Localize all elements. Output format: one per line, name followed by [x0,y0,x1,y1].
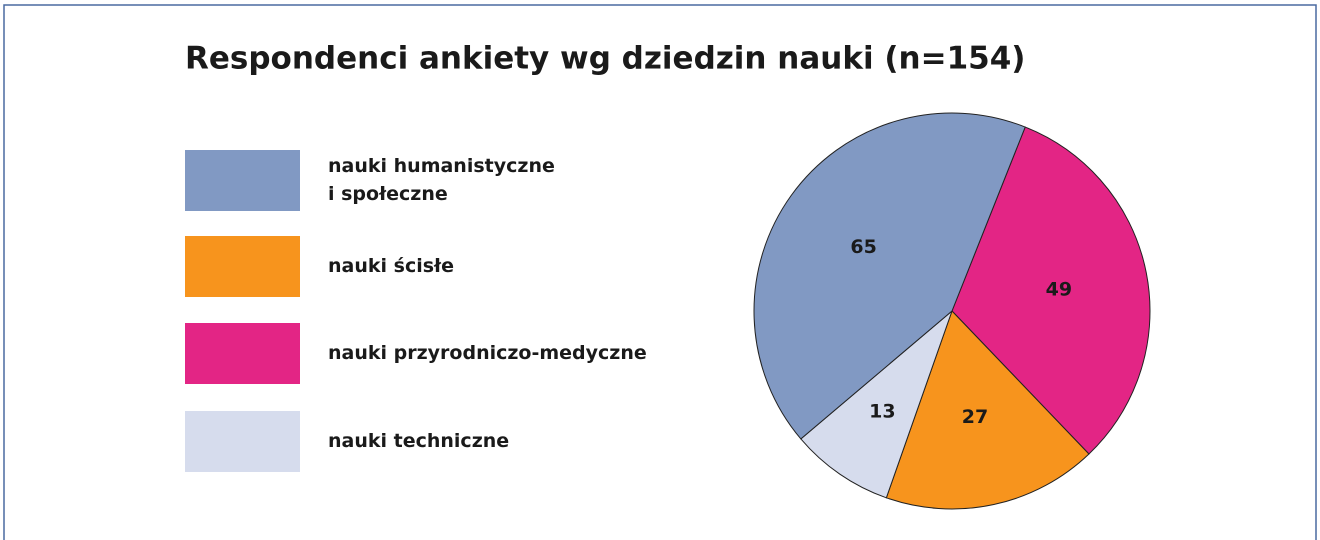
legend-swatch [185,236,300,297]
legend-label: nauki humanistyczne i społeczne [328,155,555,205]
legend-swatch [185,150,300,211]
legend-label: nauki ścisłe [328,255,454,277]
legend-swatch [185,411,300,472]
legend-label: nauki techniczne [328,430,510,452]
legend-label: nauki przyrodniczo-medyczne [328,342,647,364]
pie-slice [951,126,1151,455]
data-label: 27 [962,406,988,428]
data-label: 13 [869,401,895,423]
data-label: 65 [850,236,876,258]
pie-slice [885,310,1090,510]
legend-swatch [185,323,300,384]
frame [3,4,1317,540]
chart-title: Respondenci ankiety wg dziedzin nauki (n… [185,41,1025,77]
pie-slice [800,309,954,499]
data-label: 49 [1046,279,1072,301]
pie-slice [753,112,1026,440]
